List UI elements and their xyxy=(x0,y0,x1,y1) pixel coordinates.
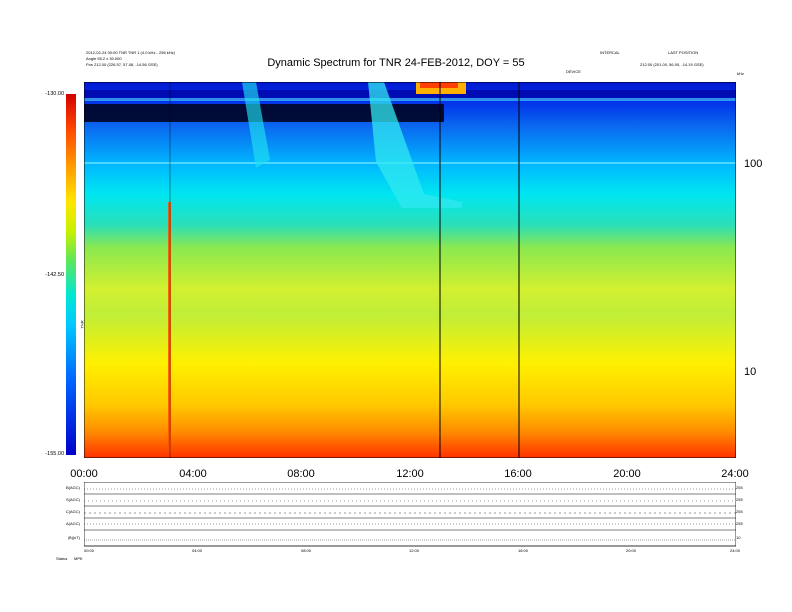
burst-1 xyxy=(242,82,270,168)
time-tick-12: 12:00 xyxy=(396,468,424,480)
panel-label: C(AGC) xyxy=(65,509,80,514)
panel-label: |B|(nT) xyxy=(67,535,80,540)
dark-band-black xyxy=(84,104,444,122)
mini-time-tick: 16:00 xyxy=(517,548,528,553)
corner-unit-label: kHz xyxy=(737,71,744,76)
colorbar-top-label: -130.00 xyxy=(45,91,64,97)
header-right-line-2: LAST POSITION xyxy=(668,50,699,55)
freq-tick-100: 100 xyxy=(744,158,763,170)
header-center-small: DEVICE xyxy=(566,69,581,74)
colorbar-bottom-label: -155.00 xyxy=(45,451,64,457)
burst-hotspot-core xyxy=(420,82,458,88)
time-tick-08: 08:00 xyxy=(287,468,315,480)
time-tick-04: 04:00 xyxy=(179,468,207,480)
dark-band xyxy=(84,90,736,100)
panel-label: A(AGC) xyxy=(66,521,80,526)
mini-time-tick: 20:00 xyxy=(625,548,636,553)
mini-time-tick: 24:00 xyxy=(729,548,740,553)
bottom-panels xyxy=(84,482,736,547)
status-label: Status xyxy=(56,556,68,561)
panel-right-value: 255 xyxy=(736,509,743,514)
cyan-stripe xyxy=(84,98,736,101)
burst-2 xyxy=(368,82,462,208)
header-right-line-1: INTERCAL xyxy=(600,50,620,55)
status-value: MPE xyxy=(74,556,83,561)
spectrogram-background xyxy=(84,82,736,458)
colorbar xyxy=(66,94,76,455)
mini-time-tick: 04:00 xyxy=(191,548,202,553)
panel-label: S(AGC) xyxy=(66,497,80,502)
spike xyxy=(168,202,171,448)
panel-right-value: 255 xyxy=(736,521,743,526)
mini-time-tick: 12:00 xyxy=(408,548,419,553)
colorbar-mid-label: -142.50 xyxy=(45,272,64,278)
header-info-line-1: 2012-02-24 00:00 TNR TNR 1 (4.0 kHz - 25… xyxy=(86,50,176,55)
freq-tick-10: 10 xyxy=(744,366,757,378)
time-tick-20: 20:00 xyxy=(613,468,641,480)
header-info-line-3: Pos 212.00 (226.57, 57.08, -14.56 GSE) xyxy=(86,62,158,67)
panel-right-value: 255 xyxy=(736,497,743,502)
time-tick-00: 00:00 xyxy=(70,468,98,480)
time-tick-16: 16:00 xyxy=(504,468,532,480)
header-info-line-2: Angle 55.2 x 30.000 xyxy=(86,56,122,61)
panel-label: B(AGC) xyxy=(66,485,80,490)
spectrogram xyxy=(84,82,736,458)
panel-right-value: 10 xyxy=(736,535,741,540)
header-right-line-3: 212.00 (201.00, 56.00, -14.19 GSE) xyxy=(640,62,704,67)
panel-right-value: 255 xyxy=(736,485,743,490)
mini-time-tick: 00:00 xyxy=(83,548,94,553)
chart-title: Dynamic Spectrum for TNR 24-FEB-2012, DO… xyxy=(267,57,525,69)
time-tick-24: 24:00 xyxy=(721,468,749,480)
mini-time-tick: 08:00 xyxy=(300,548,311,553)
